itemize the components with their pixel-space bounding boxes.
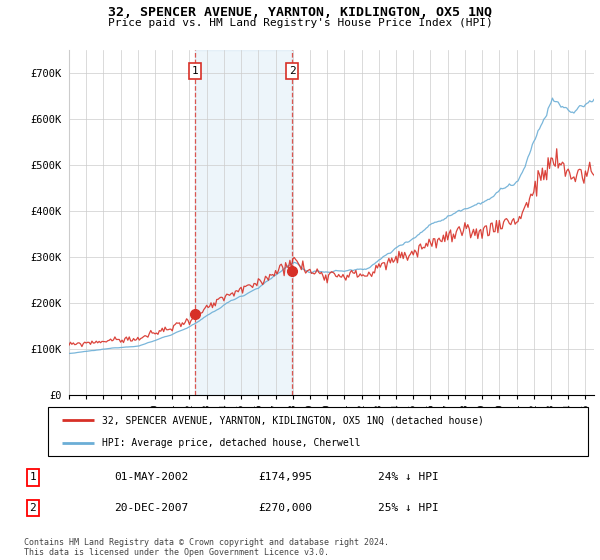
Text: 32, SPENCER AVENUE, YARNTON, KIDLINGTON, OX5 1NQ (detached house): 32, SPENCER AVENUE, YARNTON, KIDLINGTON,… (102, 416, 484, 426)
Text: 24% ↓ HPI: 24% ↓ HPI (378, 473, 439, 483)
FancyBboxPatch shape (48, 407, 588, 456)
Text: 2: 2 (29, 503, 37, 514)
Text: Contains HM Land Registry data © Crown copyright and database right 2024.
This d: Contains HM Land Registry data © Crown c… (24, 538, 389, 557)
Text: HPI: Average price, detached house, Cherwell: HPI: Average price, detached house, Cher… (102, 438, 361, 448)
Text: 20-DEC-2007: 20-DEC-2007 (114, 503, 188, 514)
Bar (195, 50, 292, 395)
Text: £174,995: £174,995 (258, 473, 312, 483)
Text: £270,000: £270,000 (258, 503, 312, 514)
Text: 32, SPENCER AVENUE, YARNTON, KIDLINGTON, OX5 1NQ: 32, SPENCER AVENUE, YARNTON, KIDLINGTON,… (108, 6, 492, 18)
Text: 1: 1 (192, 66, 199, 76)
Text: 25% ↓ HPI: 25% ↓ HPI (378, 503, 439, 514)
Text: 2: 2 (289, 66, 296, 76)
Text: Price paid vs. HM Land Registry's House Price Index (HPI): Price paid vs. HM Land Registry's House … (107, 18, 493, 28)
Text: 1: 1 (29, 473, 37, 483)
Text: 01-MAY-2002: 01-MAY-2002 (114, 473, 188, 483)
